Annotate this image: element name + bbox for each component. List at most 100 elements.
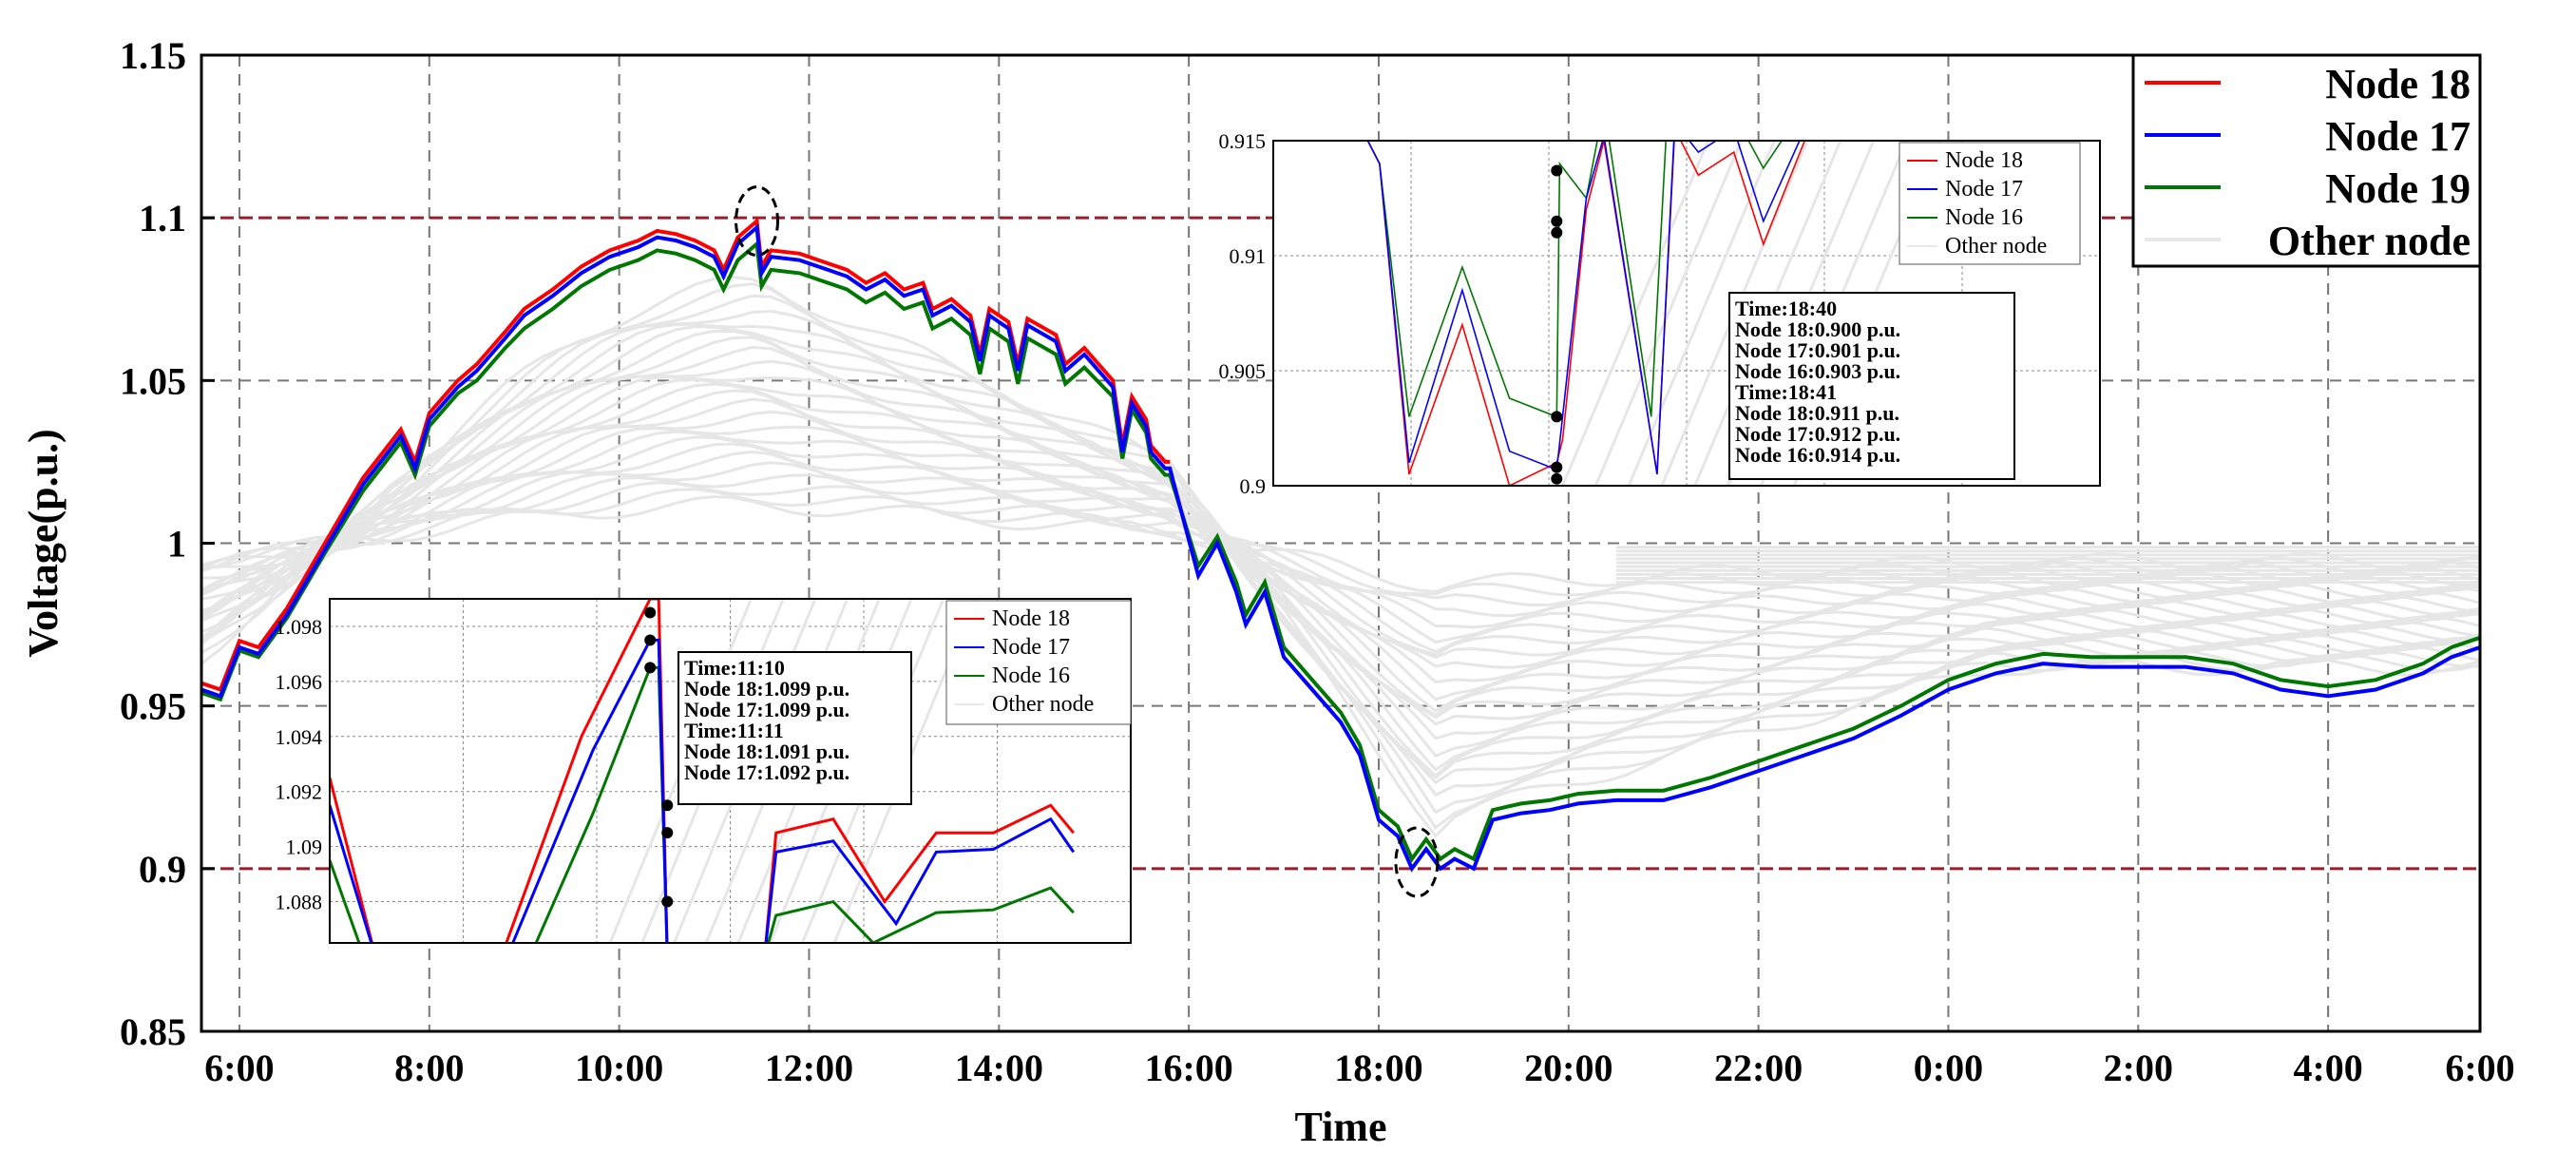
inset-legend-box <box>1899 142 2081 265</box>
inset-y-tick-label: 0.915 <box>1219 129 1267 153</box>
inset-1: 1.088 1.09 1.092 1.094 1.096 1.098 Node 18 Node… <box>276 598 1132 944</box>
inset-y-tick-label: 0.905 <box>1219 359 1267 383</box>
annotation-box <box>677 651 912 805</box>
other-node-line <box>200 382 2481 718</box>
data-point-marker <box>644 662 657 674</box>
x-tick-label: 14:00 <box>955 1047 1043 1089</box>
inset-legend-entry: Node 17 <box>1945 177 2023 202</box>
other-node-line <box>200 275 2481 838</box>
other-node-line <box>200 488 2481 597</box>
annotation-line: Node 17:0.901 p.u. <box>1735 338 1900 362</box>
annotation-line: Time:18:40 <box>1735 297 1837 320</box>
series-line-node-17 <box>200 223 2481 873</box>
other-node-line <box>1561 141 1710 486</box>
inset-y-tick-label: 1.09 <box>286 836 323 859</box>
other-node-line <box>200 377 2481 720</box>
inset-legend-entry: Node 16 <box>992 663 1070 688</box>
inset-y-tick-label: 1.094 <box>276 725 323 749</box>
y-axis-title: Voltage(p.u.) <box>20 429 67 657</box>
x-tick-label: 4:00 <box>2293 1047 2362 1089</box>
legend-entry: Node 18 <box>2325 61 2471 107</box>
x-tick-label: 6:00 <box>204 1047 274 1089</box>
data-point-marker <box>661 895 674 908</box>
inset-y-tick-label: 1.088 <box>276 891 323 914</box>
inset-series-line-node-18 <box>330 599 1075 943</box>
inset-legend-entry: Node 17 <box>992 635 1070 660</box>
inset-frame <box>1272 140 2101 487</box>
x-tick-label: 2:00 <box>2104 1047 2173 1089</box>
other-node-line <box>200 435 2481 657</box>
x-tick-label: 10:00 <box>575 1047 663 1089</box>
data-point-marker <box>644 634 657 646</box>
y-tick-label: 1.1 <box>139 197 186 240</box>
legend-box <box>2131 53 2482 268</box>
y-tick-label: 1.05 <box>120 359 186 402</box>
x-tick-label: 0:00 <box>1914 1047 1983 1089</box>
x-tick-label: 16:00 <box>1144 1047 1232 1089</box>
inset-legend-entry: Other node <box>992 692 1094 717</box>
y-tick-label: 0.85 <box>120 1010 186 1053</box>
data-point-marker <box>1551 226 1563 239</box>
annotation-line: Node 18:1.091 p.u. <box>684 740 849 763</box>
inset-series-line-node-18 <box>1366 141 1806 486</box>
inset-y-tick-label: 1.092 <box>276 780 323 804</box>
annotation-line: Node 17:1.099 p.u. <box>684 698 849 721</box>
inset-y-tick-label: 1.098 <box>276 615 323 639</box>
data-point-marker <box>661 799 674 812</box>
y-tick-label: 1.15 <box>120 34 186 77</box>
inset-legend-entry: Node 16 <box>1945 205 2023 230</box>
data-point-marker <box>644 606 657 619</box>
inset-series-line-node-16 <box>330 665 1075 943</box>
annotation-line: Node 17:0.912 p.u. <box>1735 422 1900 446</box>
annotation-line: Node 18:0.911 p.u. <box>1735 401 1899 425</box>
y-tick-label: 0.9 <box>139 848 186 891</box>
inset-legend-entry: Node 18 <box>992 606 1070 631</box>
legend-entry: Node 17 <box>2325 113 2471 160</box>
y-tick-label: 1 <box>167 523 186 566</box>
x-tick-label: 6:00 <box>2445 1047 2514 1089</box>
x-tick-label: 22:00 <box>1714 1047 1803 1089</box>
main-legend: Node 18 Node 17 Node 19 Other node <box>2131 53 2482 268</box>
inset-y-tick-label: 1.096 <box>276 670 323 694</box>
inset-series-line-node-17 <box>1366 141 1801 475</box>
other-node-line <box>1593 141 1744 486</box>
annotation-line: Time:11:11 <box>684 719 784 742</box>
data-point-marker <box>1551 215 1563 227</box>
x-tick-label: 18:00 <box>1334 1047 1422 1089</box>
x-tick-label: 20:00 <box>1524 1047 1612 1089</box>
other-node-line <box>200 329 2481 778</box>
other-node-line <box>200 430 2481 660</box>
inset-legend-entry: Node 18 <box>1945 148 2023 173</box>
annotation-box <box>1728 292 2015 480</box>
inset-2: 0.9 0.905 0.91 0.915 Node 18 Node 17 Node 16 Ot… <box>1219 129 2101 498</box>
annotation-line: Time:11:10 <box>684 656 785 680</box>
inset-y-tick-label: 0.9 <box>1240 474 1267 498</box>
data-point-marker <box>1551 411 1563 423</box>
other-node-line <box>200 325 2481 780</box>
annotation-line: Node 18:1.099 p.u. <box>684 677 849 701</box>
legend-entry: Other node <box>2268 218 2471 264</box>
x-axis-title: Time <box>1295 1104 1387 1150</box>
data-point-marker <box>1551 164 1563 177</box>
y-tick-label: 0.95 <box>120 685 186 728</box>
highlight-ellipse <box>735 185 780 258</box>
inset-series-line-node-17 <box>330 638 1076 943</box>
annotation-line: Time:18:41 <box>1735 380 1837 404</box>
annotation-line: Node 16:0.903 p.u. <box>1735 359 1900 383</box>
annotation-line: Node 17:1.092 p.u. <box>684 760 849 784</box>
highlight-ellipse <box>1394 826 1440 898</box>
inset-frame <box>329 598 1132 944</box>
other-node-line <box>1627 141 1776 486</box>
x-tick-label: 12:00 <box>765 1047 853 1089</box>
data-point-marker <box>661 827 674 839</box>
data-point-marker <box>1551 472 1563 485</box>
inset-y-tick-label: 0.91 <box>1230 244 1267 268</box>
annotation-line: Node 18:0.900 p.u. <box>1735 317 1900 341</box>
data-point-marker <box>1551 461 1563 473</box>
other-node-lines <box>200 275 2481 838</box>
inset-legend-entry: Other node <box>1945 234 2047 259</box>
x-tick-label: 8:00 <box>394 1047 464 1089</box>
annotation-line: Node 16:0.914 p.u. <box>1735 443 1900 467</box>
legend-entry: Node 19 <box>2325 165 2471 212</box>
